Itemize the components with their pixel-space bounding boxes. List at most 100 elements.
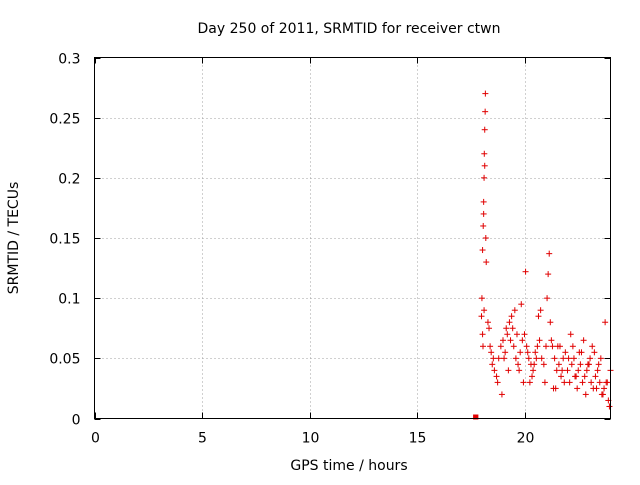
data-point xyxy=(553,367,560,374)
data-point xyxy=(594,367,601,374)
data-point xyxy=(503,325,510,332)
data-point xyxy=(549,343,556,350)
data-point xyxy=(511,307,518,314)
data-point xyxy=(534,343,541,350)
data-point xyxy=(489,361,496,368)
data-point xyxy=(480,343,487,350)
data-point xyxy=(579,379,586,386)
y-tick-label: 0.25 xyxy=(49,112,80,128)
data-point xyxy=(491,367,498,374)
data-point xyxy=(504,331,511,338)
data-point xyxy=(525,355,532,362)
data-points xyxy=(473,90,614,420)
data-point xyxy=(572,373,579,380)
data-point xyxy=(521,331,528,338)
data-point xyxy=(568,361,575,368)
data-point xyxy=(487,343,494,350)
data-point xyxy=(481,162,488,169)
data-point xyxy=(512,355,519,362)
data-point xyxy=(602,319,609,326)
data-point xyxy=(593,385,600,392)
data-point xyxy=(531,361,538,368)
data-point xyxy=(561,379,568,386)
data-point xyxy=(537,307,544,314)
data-point xyxy=(523,343,530,350)
axis-ticks xyxy=(94,57,611,420)
data-point xyxy=(481,150,488,157)
data-point xyxy=(597,355,604,362)
data-point xyxy=(516,367,523,374)
grid xyxy=(94,57,611,419)
data-point xyxy=(510,343,517,350)
data-point xyxy=(502,349,509,356)
data-point xyxy=(530,367,537,374)
y-tick-label: 0.3 xyxy=(58,52,80,68)
data-point xyxy=(584,361,591,368)
data-point xyxy=(473,414,479,420)
data-point xyxy=(582,391,589,398)
data-point xyxy=(564,367,571,374)
data-point xyxy=(519,337,526,344)
y-tick-label: 0.15 xyxy=(49,232,80,248)
data-point xyxy=(559,367,566,374)
y-tick-label: 0.2 xyxy=(58,172,80,188)
data-point xyxy=(505,367,512,374)
data-point xyxy=(480,210,487,217)
data-point xyxy=(538,355,545,362)
data-point xyxy=(566,379,573,386)
data-point xyxy=(577,361,584,368)
data-point xyxy=(536,337,543,344)
data-point xyxy=(518,301,525,308)
y-tick-labels: 0 0.05 0.1 0.15 0.2 0.25 0.3 xyxy=(49,52,80,429)
data-point xyxy=(517,349,524,356)
data-point xyxy=(575,367,582,374)
data-point xyxy=(497,343,504,350)
data-point xyxy=(547,319,554,326)
data-point xyxy=(555,361,562,368)
data-point xyxy=(529,373,536,380)
data-point xyxy=(507,337,514,344)
data-point xyxy=(520,379,527,386)
data-point xyxy=(498,391,505,398)
data-point xyxy=(554,343,561,350)
data-point xyxy=(544,295,551,302)
data-point xyxy=(506,319,513,326)
data-point xyxy=(567,331,574,338)
data-point xyxy=(550,385,557,392)
data-point xyxy=(570,355,577,362)
y-tick-label: 0.05 xyxy=(49,352,80,368)
data-point xyxy=(488,349,495,356)
data-point xyxy=(484,319,491,326)
data-point xyxy=(545,271,552,278)
data-point xyxy=(589,343,596,350)
data-point xyxy=(500,337,506,344)
x-tick-label: 10 xyxy=(302,431,320,447)
data-point xyxy=(574,385,581,392)
data-point xyxy=(481,174,488,181)
data-point xyxy=(480,198,487,205)
data-point xyxy=(481,126,488,133)
data-point xyxy=(524,349,531,356)
data-point xyxy=(596,379,603,386)
data-point xyxy=(482,235,489,241)
data-point xyxy=(551,355,558,362)
data-point xyxy=(482,108,489,115)
data-point xyxy=(576,349,583,356)
data-point xyxy=(601,385,608,392)
x-tick-label: 20 xyxy=(517,431,535,447)
data-point xyxy=(479,247,486,254)
data-point xyxy=(532,349,539,356)
data-point xyxy=(548,337,555,344)
data-point xyxy=(522,268,529,275)
data-point xyxy=(540,361,547,368)
data-point xyxy=(482,90,489,97)
x-axis-label: GPS time / hours xyxy=(290,458,407,474)
data-point xyxy=(583,367,590,374)
data-point xyxy=(481,307,488,314)
data-point xyxy=(509,325,516,332)
data-point xyxy=(486,325,493,332)
y-tick-label: 0 xyxy=(72,413,81,429)
data-point xyxy=(501,355,508,362)
data-point xyxy=(595,361,602,368)
